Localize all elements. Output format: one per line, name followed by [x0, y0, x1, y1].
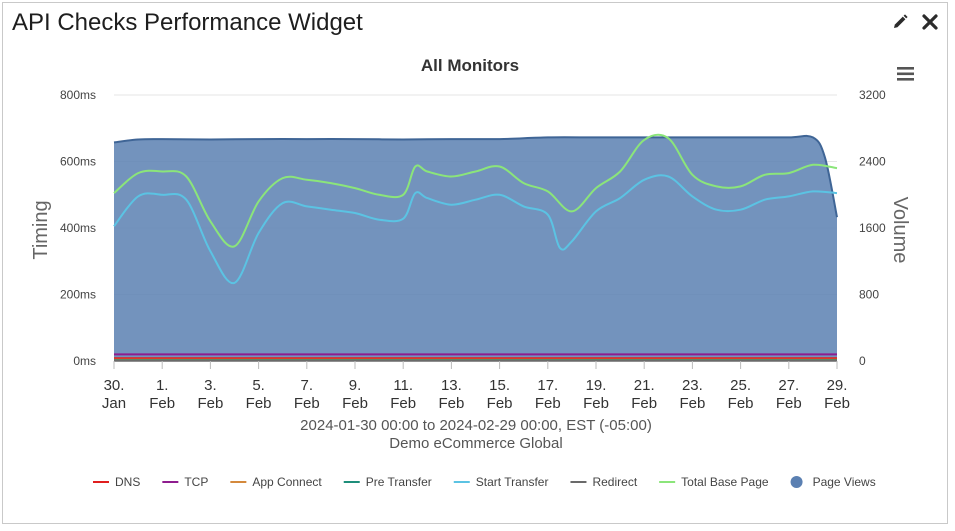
line-layer [113, 133, 838, 362]
y-axis-label: Timing [30, 200, 52, 259]
x-tick-label: Feb [728, 395, 754, 412]
axis-layer: 0ms 200ms 400ms 600ms 800ms 0 800 1600 2400 3200 3… [60, 88, 886, 412]
y-tick-label: 400ms [60, 221, 96, 235]
x-tick-label: Feb [438, 395, 464, 412]
x-tick-label: 23. [682, 377, 703, 394]
x-tick-label: 13. [441, 377, 462, 394]
x-tick-label: 19. [586, 377, 607, 394]
y2-tick-label: 1600 [859, 221, 886, 235]
y-tick-label: 200ms [60, 288, 96, 302]
close-icon[interactable] [919, 11, 941, 33]
page-views-series-line [113, 134, 838, 218]
x-tick-label: Feb [776, 395, 802, 412]
y-tick-label: 600ms [60, 155, 96, 169]
pencil-icon[interactable] [889, 11, 911, 33]
legend-item-tcp: TCP [184, 475, 208, 489]
y-tick-label: 0ms [73, 354, 96, 368]
x-tick-label: Jan [102, 395, 126, 412]
legend-item-start-transfer: Start Transfer [476, 475, 549, 489]
widget-title: API Checks Performance Widget [12, 9, 363, 36]
x-tick-label: 9. [349, 377, 362, 394]
legend-item-redirect: Redirect [592, 475, 637, 489]
x-tick-label: 3. [204, 377, 217, 394]
total-base-page-series [113, 133, 838, 248]
x-tick-label: 30. [104, 377, 125, 394]
page-views-series-area [114, 135, 837, 361]
x-tick-label: 29. [827, 377, 848, 394]
start-transfer-series [113, 174, 838, 284]
y2-tick-label: 2400 [859, 155, 886, 169]
x-tick-label: Feb [583, 395, 609, 412]
area-layer [113, 134, 838, 361]
x-tick-label: Feb [342, 395, 368, 412]
legend-item-app-connect: App Connect [252, 475, 322, 489]
hamburger-menu-icon[interactable] [895, 65, 917, 83]
x-tick-label: Feb [487, 395, 513, 412]
legend-item-dns: DNS [115, 475, 140, 489]
x-tick-label: 25. [730, 377, 751, 394]
x-tick-label: Feb [294, 395, 320, 412]
legend-item-pre-transfer: Pre Transfer [366, 475, 432, 489]
location-label: Demo eCommerce Global [389, 435, 562, 452]
y2-tick-label: 0 [859, 354, 866, 368]
x-tick-label: 15. [489, 377, 510, 394]
x-tick-label: 21. [634, 377, 655, 394]
x-tick-label: 17. [537, 377, 558, 394]
x-tick-label: 7. [301, 377, 314, 394]
x-tick-label: 11. [393, 377, 413, 394]
legend-item-page-views: Page Views [813, 475, 876, 489]
date-range-label: 2024-01-30 00:00 to 2024-02-29 00:00, ES… [300, 417, 652, 434]
x-tick-label: Feb [824, 395, 850, 412]
x-tick-label: Feb [246, 395, 272, 412]
y2-tick-label: 3200 [859, 88, 886, 102]
x-tick-label: 27. [778, 377, 799, 394]
legend-item-total-base-page: Total Base Page [681, 475, 769, 489]
x-tick-label: Feb [149, 395, 175, 412]
x-tick-label: Feb [679, 395, 705, 412]
y2-tick-label: 800 [859, 288, 879, 302]
chart-title: All Monitors [421, 56, 519, 75]
x-tick-label: Feb [197, 395, 223, 412]
y2-axis-label: Volume [889, 197, 911, 264]
chart-svg: All Monitors 0ms 200ms 400ms 600ms 800ms 0 800… [30, 56, 911, 452]
x-tick-label: Feb [631, 395, 657, 412]
x-tick-label: 5. [252, 377, 265, 394]
x-tick-label: 1. [156, 377, 169, 394]
x-tick-label: Feb [535, 395, 561, 412]
x-tick-label: Feb [390, 395, 416, 412]
y-tick-label: 800ms [60, 88, 96, 102]
widget-panel: API Checks Performance Widget All Monito… [2, 2, 948, 524]
legend-item-page-views-marker [790, 476, 803, 488]
chart-legend: DNS TCP App Connect Pre Transfer Start Trans… [93, 475, 876, 489]
